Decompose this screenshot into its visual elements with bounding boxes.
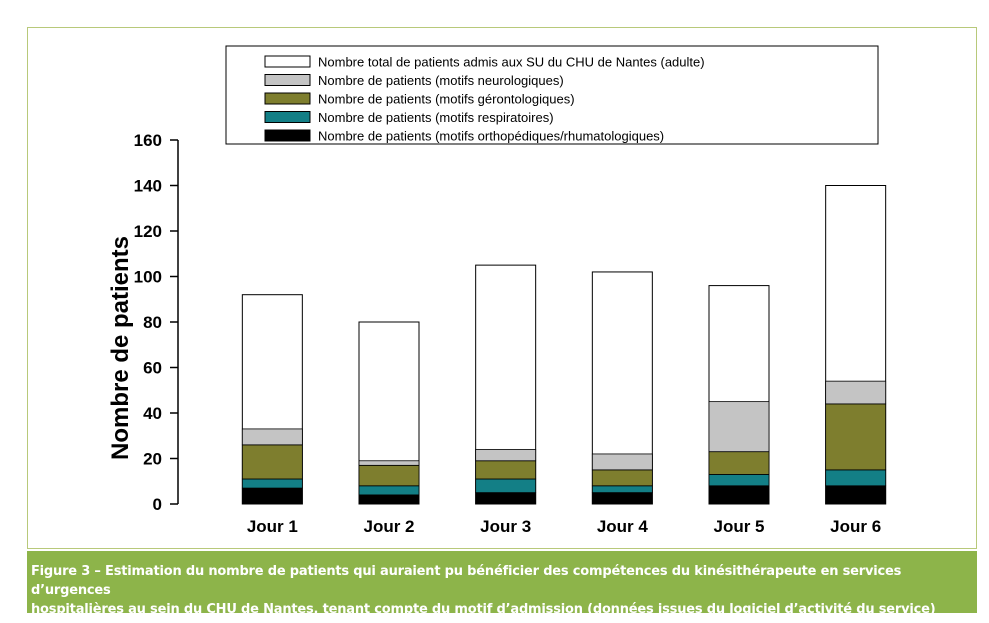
legend-swatch — [264, 92, 311, 105]
legend-box — [225, 45, 879, 145]
legend-swatch — [264, 74, 311, 86]
legend-label: Nombre de patients (motifs neurologiques… — [318, 73, 564, 88]
figure-caption: Figure 3 – Estimation du nombre de patie… — [27, 551, 977, 617]
bar-segment-6-4 — [825, 380, 887, 405]
bar-segment-3-1 — [475, 492, 537, 505]
bar-segment-1-2 — [241, 478, 303, 489]
y-tick-label: 140 — [134, 177, 162, 196]
x-tick-label: Jour 1 — [247, 517, 298, 536]
bar-segment-2-3 — [358, 464, 420, 487]
bar-segment-4-4 — [591, 453, 653, 471]
bar-segment-2-4 — [358, 460, 420, 466]
bar-segment-4-3 — [591, 469, 653, 487]
x-tick-label: Jour 3 — [480, 517, 531, 536]
y-tick-label: 40 — [143, 404, 162, 423]
y-tick-label: 0 — [153, 495, 162, 514]
legend-label: Nombre de patients (motifs respiratoires… — [318, 110, 554, 125]
y-axis-title: Nombre de patients — [107, 236, 134, 460]
legend-label: Nombre total de patients admis aux SU du… — [318, 55, 705, 70]
y-axis: 0 20 40 60 80 100 120 140 160 — [134, 131, 179, 514]
bar-segment-4-1 — [591, 492, 653, 505]
bar-segment-2-1 — [358, 494, 420, 505]
y-tick-label: 80 — [143, 313, 162, 332]
y-tick-label: 60 — [143, 359, 162, 378]
y-tick-label: 160 — [134, 131, 162, 150]
bar-segment-6-2 — [825, 469, 887, 487]
x-tick-label: Jour 2 — [363, 517, 414, 536]
legend: Nombre total de patients admis aux SU du… — [225, 45, 879, 145]
x-tick-label: Jour 5 — [713, 517, 764, 536]
bar-segment-1-3 — [241, 444, 303, 480]
caption-line-2: hospitalières au sein du CHU de Nantes, … — [31, 602, 936, 617]
y-tick-label: 20 — [143, 450, 162, 469]
bar-segment-3-3 — [475, 460, 537, 480]
bar-segment-2-2 — [358, 485, 420, 496]
x-tick-label: Jour 4 — [597, 517, 649, 536]
figure-frame: Nombre total de patients admis aux SU du… — [27, 27, 977, 549]
y-tick-label: 120 — [134, 222, 162, 241]
caption-line-1: Figure 3 – Estimation du nombre de patie… — [31, 564, 902, 598]
bar-segment-5-3 — [708, 451, 770, 475]
legend-swatch — [264, 55, 311, 68]
legend-label: Nombre de patients (motifs orthopédiques… — [318, 129, 664, 144]
bar-segment-5-4 — [708, 401, 770, 453]
bar-segment-3-4 — [475, 448, 537, 462]
bar-segment-5-2 — [708, 474, 770, 487]
bar-segment-1-4 — [241, 428, 303, 446]
bar-segment-5-1 — [708, 485, 770, 505]
stacked-bar-chart: Nombre total de patients admis aux SU du… — [107, 45, 887, 536]
bar-segment-4-2 — [591, 485, 653, 494]
bar-segment-6-3 — [825, 403, 887, 471]
x-axis-labels: Jour 1 Jour 2 Jour 3 Jour 4 Jour 5 Jour 6 — [247, 517, 881, 536]
legend-swatch — [264, 111, 311, 123]
x-tick-label: Jour 6 — [830, 517, 881, 536]
legend-label: Nombre de patients (motifs gérontologiqu… — [318, 92, 575, 107]
y-tick-label: 100 — [134, 268, 162, 287]
bar-segment-3-2 — [475, 478, 537, 494]
bars — [241, 185, 887, 505]
legend-swatch — [264, 129, 311, 142]
bar-segment-6-1 — [825, 485, 887, 505]
bar-segment-1-1 — [241, 487, 303, 505]
